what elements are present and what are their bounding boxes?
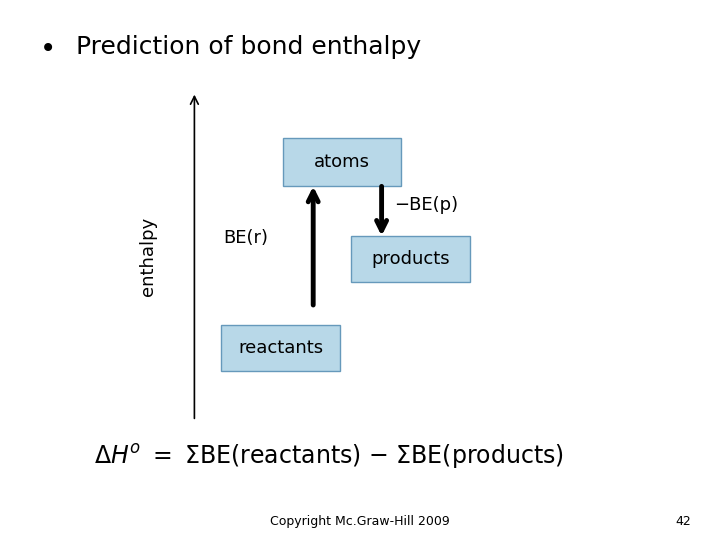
Text: 42: 42 [675, 515, 691, 528]
Text: Prediction of bond enthalpy: Prediction of bond enthalpy [76, 35, 420, 59]
Text: BE(r): BE(r) [223, 228, 268, 247]
Text: reactants: reactants [238, 339, 323, 357]
FancyBboxPatch shape [351, 237, 469, 282]
Text: Copyright Mc.Graw-Hill 2009: Copyright Mc.Graw-Hill 2009 [270, 515, 450, 528]
Text: enthalpy: enthalpy [139, 217, 157, 296]
Text: •: • [40, 35, 56, 63]
Text: $\Delta H^o$ $=$ $\Sigma$BE(reactants) $-$ $\Sigma$BE(products): $\Delta H^o$ $=$ $\Sigma$BE(reactants) $… [94, 442, 564, 471]
Text: atoms: atoms [314, 153, 370, 171]
Text: products: products [371, 250, 450, 268]
FancyBboxPatch shape [282, 138, 402, 186]
FancyBboxPatch shape [222, 325, 341, 372]
Text: −BE(p): −BE(p) [394, 196, 458, 214]
